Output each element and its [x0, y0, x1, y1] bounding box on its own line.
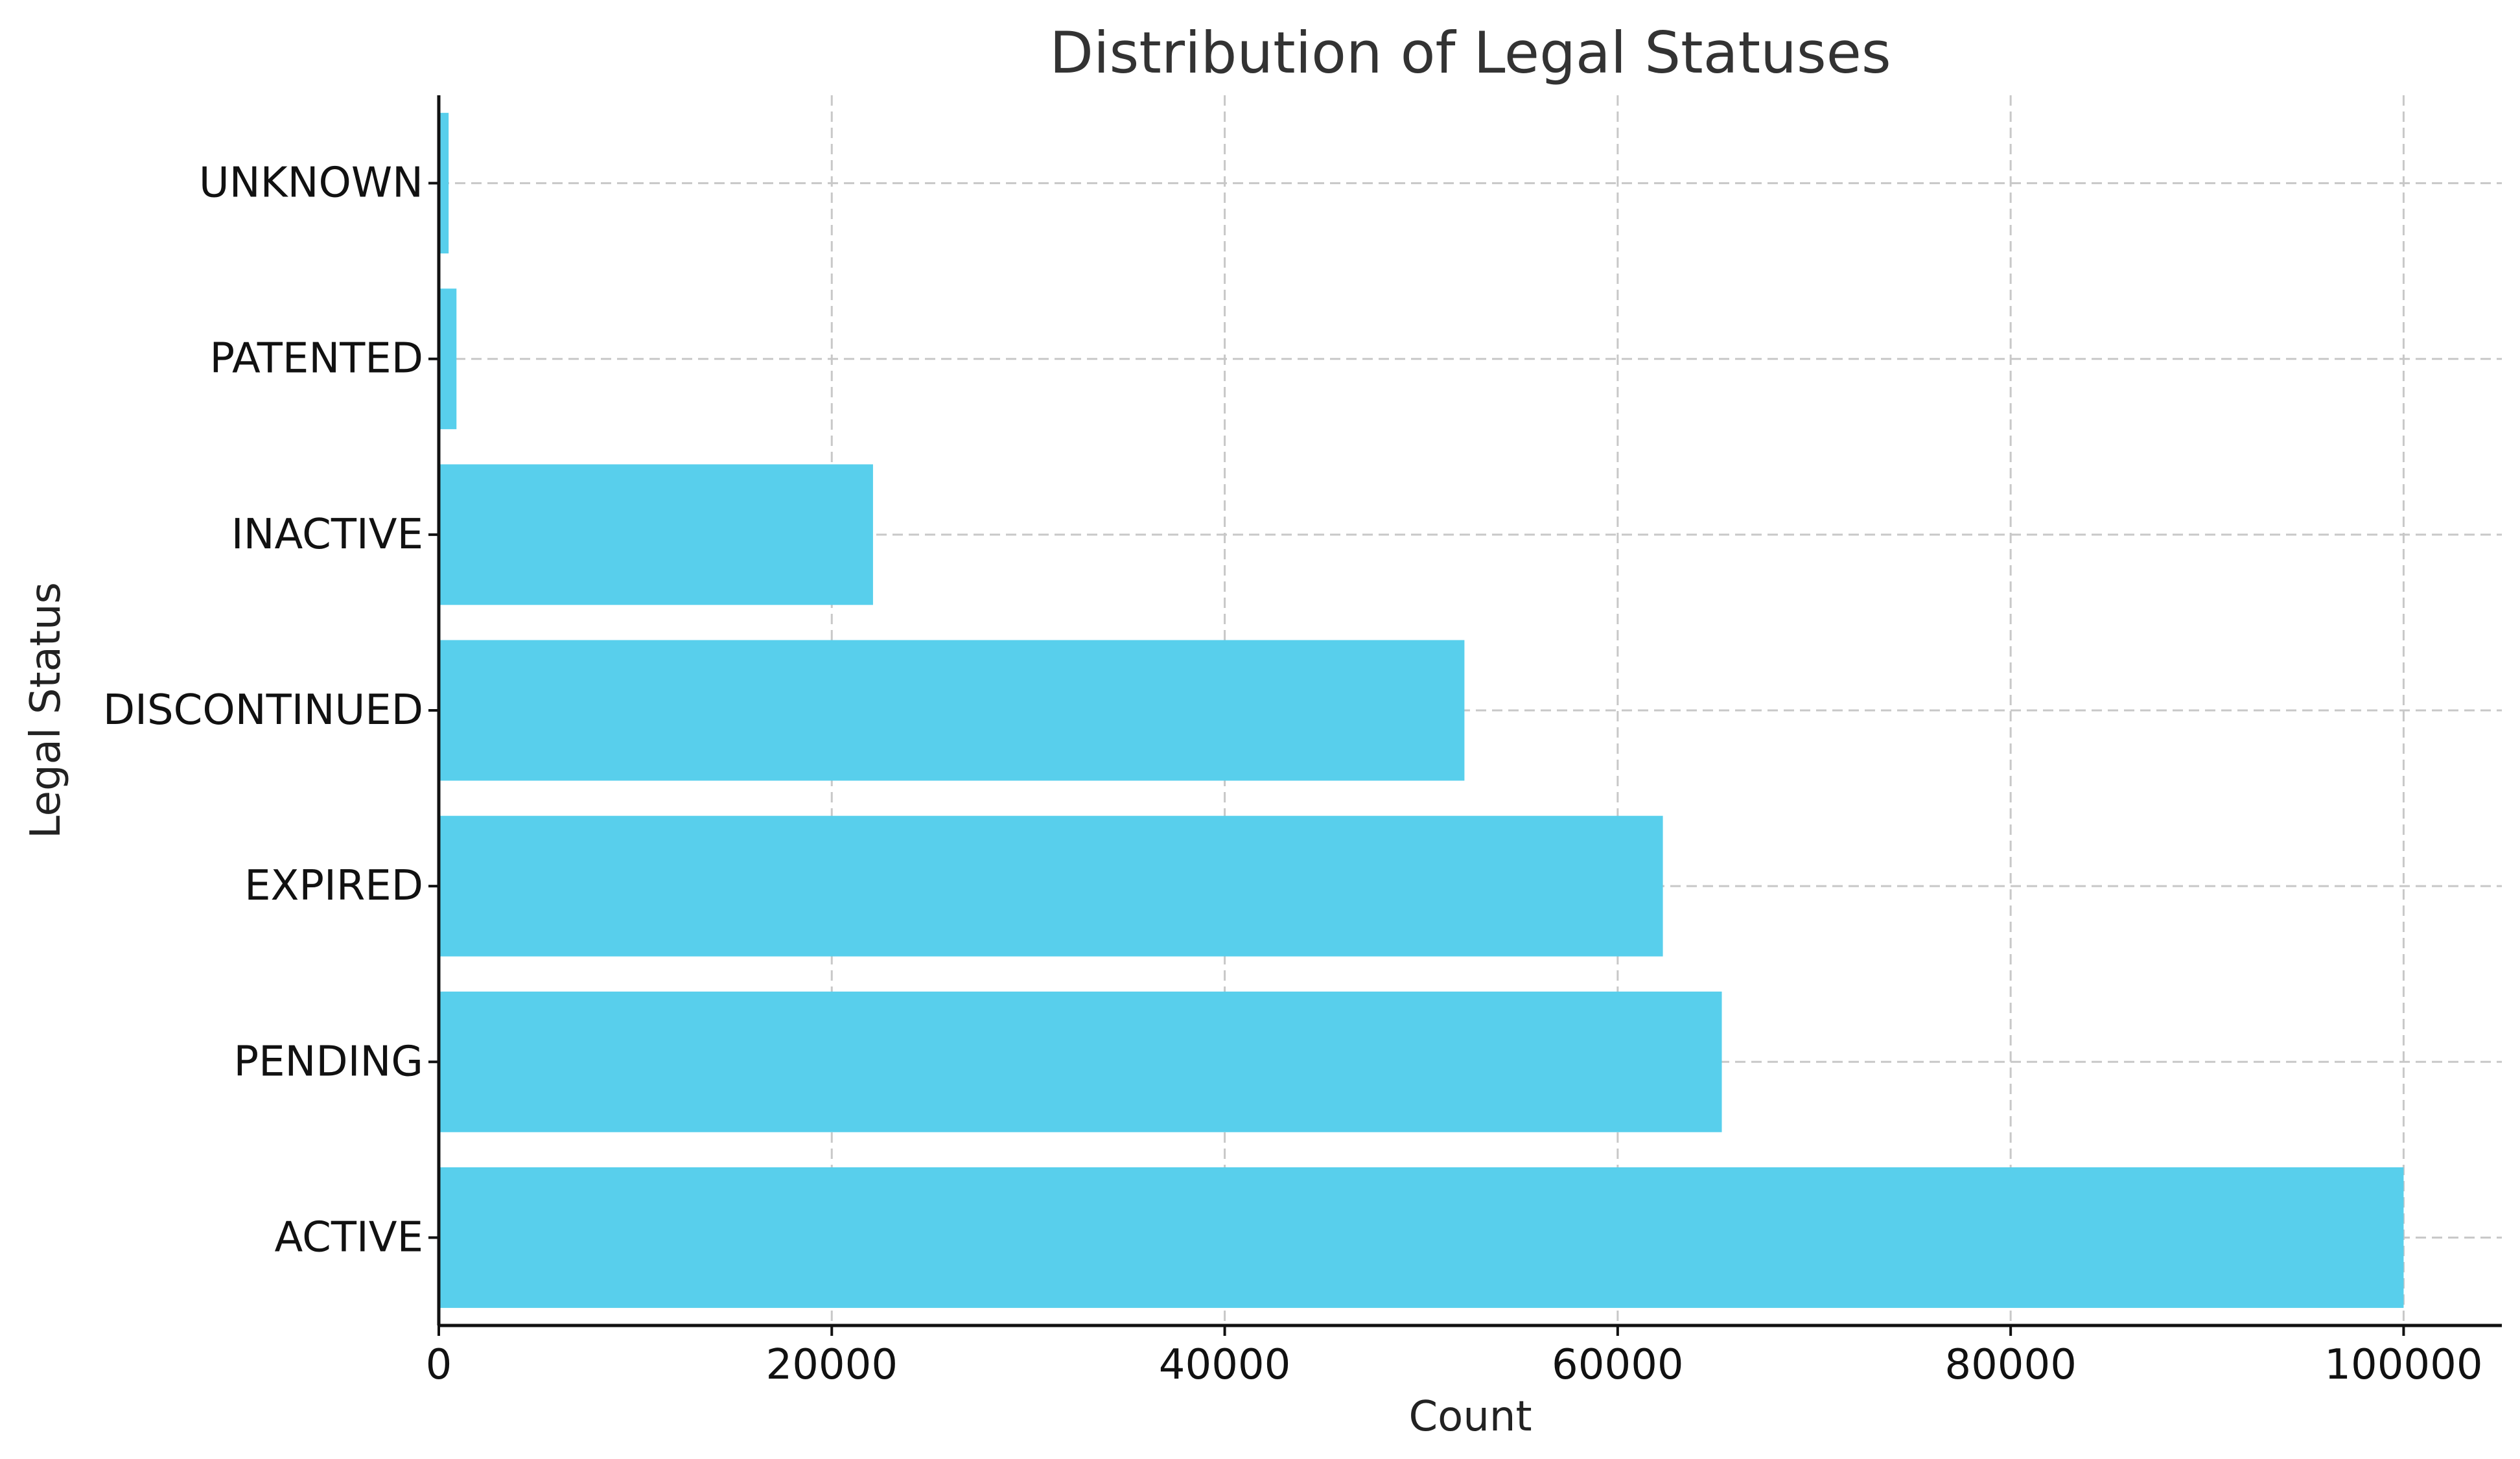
x-axis-label: Count [1408, 1393, 1532, 1441]
bar-expired [439, 815, 1663, 957]
x-tick-label: 100000 [2324, 1341, 2482, 1389]
bar-unknown [439, 113, 449, 254]
y-tick-label: ACTIVE [274, 1213, 423, 1261]
y-tick-label: UNKNOWN [199, 159, 423, 207]
bar-patented [439, 288, 457, 430]
ticks: ACTIVE PENDING EXPIRED DISCONTINUED INACTIVE… [103, 159, 2483, 1389]
x-tick-label: 20000 [765, 1341, 898, 1389]
x-tick-label: 40000 [1159, 1341, 1291, 1389]
bar-discontinued [439, 640, 1465, 781]
y-tick-label: EXPIRED [244, 862, 423, 910]
chart-title: Distribution of Legal Statuses [1049, 19, 1891, 86]
x-tick-label: 80000 [1944, 1341, 2077, 1389]
y-tick-label: PATENTED [209, 335, 423, 383]
y-axis-label: Legal Status [22, 582, 70, 839]
y-tick-label: DISCONTINUED [103, 686, 423, 734]
bar-active [439, 1167, 2404, 1308]
x-tick-label: 60000 [1552, 1341, 1684, 1389]
bars [439, 113, 2404, 1308]
x-tick-label: 0 [426, 1341, 452, 1389]
bar-inactive [439, 464, 873, 605]
bar-pending [439, 991, 1722, 1132]
y-tick-label: PENDING [233, 1038, 423, 1086]
y-tick-label: INACTIVE [231, 511, 423, 559]
